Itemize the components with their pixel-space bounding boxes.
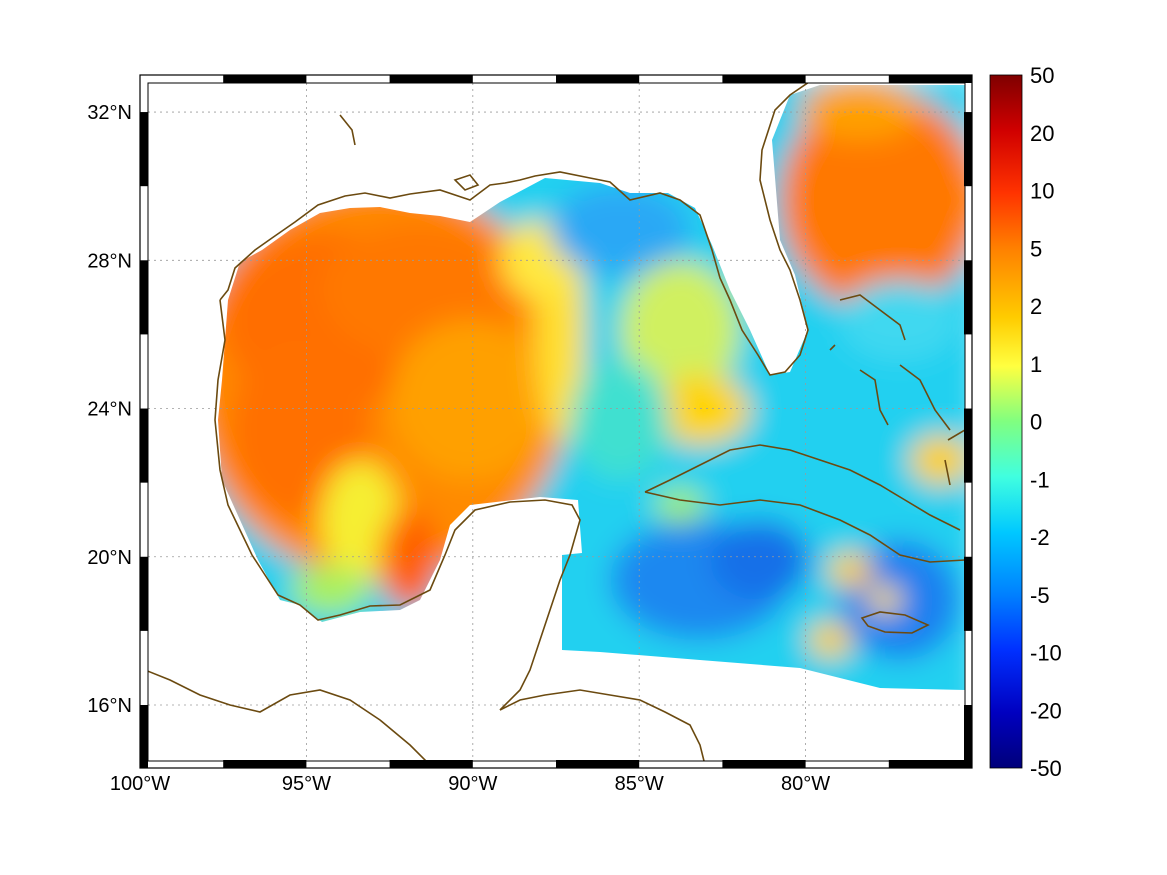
- x-tick-label: 85°W: [615, 773, 664, 795]
- x-tick-labels: 100°W 95°W 90°W 85°W 80°W: [110, 773, 830, 795]
- cuba-coastline: [644, 444, 965, 563]
- frame-segment-bottom: [223, 760, 307, 768]
- colorbar-label: 5: [1030, 236, 1042, 261]
- x-tick-label: 80°W: [781, 773, 830, 795]
- colorbar-label: 1: [1030, 352, 1042, 377]
- frame-segment-bottom: [389, 760, 473, 768]
- frame-segment-right: [964, 408, 972, 483]
- colorbar-label: -1: [1030, 467, 1050, 492]
- colorbar-label: -50: [1030, 756, 1062, 781]
- plot-frame: [139, 74, 973, 769]
- jamaica-coastline: [860, 611, 930, 634]
- colorbar-label: 2: [1030, 294, 1042, 319]
- frame-segment-left: [140, 260, 148, 335]
- data-field: [218, 85, 965, 690]
- grid-lines: [148, 83, 964, 760]
- colorbar-label: 0: [1030, 410, 1042, 435]
- frame-segment-bottom: [888, 760, 972, 768]
- colorbar-label: -2: [1030, 525, 1050, 550]
- frame-segment-left: [140, 705, 148, 768]
- colorbar-label: 50: [1030, 63, 1054, 88]
- frame-segments: [140, 75, 972, 768]
- x-tick-label: 100°W: [110, 773, 170, 795]
- coastlines: [148, 83, 965, 761]
- frame-segment-top: [223, 75, 307, 83]
- frame-segment-left: [140, 408, 148, 483]
- frame-segment-left: [140, 112, 148, 187]
- frame-segment-top: [556, 75, 640, 83]
- y-tick-label: 16°N: [87, 695, 132, 717]
- frame-segment-left: [140, 556, 148, 631]
- mexico-gulf-coastline: [214, 299, 581, 711]
- colorbar-label: 20: [1030, 121, 1054, 146]
- frame-segment-right: [964, 112, 972, 187]
- y-tick-label: 32°N: [87, 102, 132, 124]
- central-america-coastline: [499, 689, 705, 761]
- frame-segment-top: [888, 75, 972, 83]
- frame-segment-top: [722, 75, 806, 83]
- x-tick-label: 90°W: [448, 773, 497, 795]
- x-tick-label: 95°W: [282, 773, 331, 795]
- frame-segment-right: [964, 556, 972, 631]
- colorbar-label: -10: [1030, 641, 1062, 666]
- bahamas-coastline: [829, 294, 951, 431]
- frame-segment-bottom: [556, 760, 640, 768]
- y-tick-label: 20°N: [87, 547, 132, 569]
- colorbar-gradient: [989, 74, 1023, 769]
- pacific-coastline: [148, 670, 428, 761]
- colorbar-label: -5: [1030, 583, 1050, 608]
- hispaniola-coastline: [944, 429, 965, 486]
- frame-segment-right: [964, 260, 972, 335]
- y-tick-label: 24°N: [87, 399, 132, 421]
- frame-segment-top: [389, 75, 473, 83]
- y-tick-labels: 32°N 28°N 24°N 20°N 16°N: [87, 102, 132, 717]
- frame-segment-right: [964, 705, 972, 768]
- us-gulf-coastline: [219, 83, 810, 376]
- y-tick-label: 28°N: [87, 250, 132, 272]
- louisiana-islands: [339, 114, 480, 191]
- colorbar-label: -20: [1030, 698, 1062, 723]
- colorbar-label: 10: [1030, 179, 1054, 204]
- frame-segment-bottom: [722, 760, 806, 768]
